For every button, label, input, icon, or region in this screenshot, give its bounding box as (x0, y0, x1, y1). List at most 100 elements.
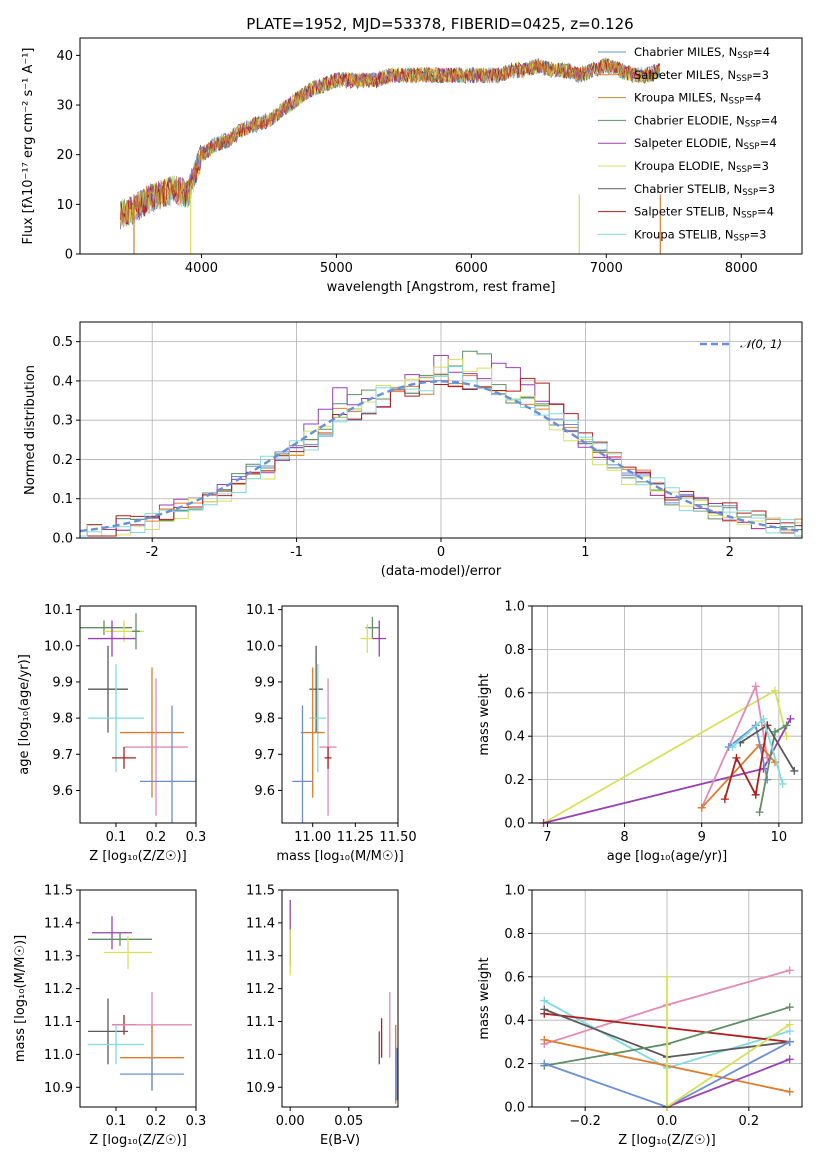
y-tick-label: 0.0 (504, 1101, 525, 1116)
x-tick-label: 9 (698, 830, 706, 845)
y-tick-label: 11.5 (44, 884, 73, 899)
weight-marker (771, 686, 779, 695)
y-axis-label: Normed distribution (23, 365, 38, 495)
error-bar-point (132, 613, 140, 650)
figure-title: PLATE=1952, MJD=53378, FIBERID=0425, z=0… (246, 15, 633, 33)
axes-frame (281, 889, 399, 1108)
error-bar-point (309, 663, 327, 773)
weight-marker (728, 743, 737, 752)
error-bar-point (309, 645, 323, 733)
weight-marker (759, 714, 768, 723)
weight-marker (763, 775, 772, 784)
error-bar-point (124, 678, 188, 816)
spectrum-line (120, 58, 661, 225)
panel-age-vs-z: 0.1 0.2 0.3 9.6 9.7 9.8 9.9 10.0 10.1 Z [log₁₀(Z/… (17, 603, 206, 864)
weight-marker (778, 779, 787, 788)
y-tick-label: 9.8 (52, 712, 73, 727)
error-bar-point (120, 667, 184, 798)
error-bar-point (140, 705, 196, 823)
y-tick-label: 9.7 (52, 748, 73, 763)
error-bar-point (88, 1024, 144, 1065)
x-tick-label: 8 (620, 830, 628, 845)
spectrum-line (120, 56, 661, 225)
x-tick-label: 11.25 (337, 830, 374, 845)
x-axis-label: Z [log₁₀(Z/Z☉)] (618, 1133, 715, 1148)
y-tick-label: 11.1 (44, 1015, 73, 1030)
x-tick-label: 0.00 (276, 1114, 305, 1129)
x-tick-label: 0.1 (106, 1114, 127, 1129)
histogram-series (80, 373, 802, 537)
y-tick-label: 10.0 (246, 639, 275, 654)
axes-frame (79, 889, 197, 1108)
error-bar-point (92, 916, 132, 950)
x-tick-label: 1 (581, 545, 589, 560)
legend-entry: Salpeter STELIB, NSSP=4 (634, 205, 774, 221)
weight-marker (785, 1003, 794, 1012)
x-tick-label: 0.0 (657, 1114, 678, 1129)
error-bar-point (88, 663, 144, 773)
weight-marker (697, 803, 706, 812)
y-tick-label: 10 (56, 198, 73, 213)
weight-marker (751, 682, 760, 691)
y-axis-label: Flux [fλ10⁻¹⁷ erg cm⁻² s⁻¹ A⁻¹] (21, 48, 36, 245)
weight-marker (540, 1059, 549, 1068)
y-tick-label: 0.4 (504, 730, 525, 745)
y-tick-label: 11.0 (44, 1048, 73, 1063)
axes-frame (79, 321, 803, 539)
y-tick-label: 0.0 (52, 532, 73, 547)
y-tick-label: 0.1 (52, 492, 73, 507)
x-tick-label: 0.2 (146, 830, 167, 845)
x-axis-label: (data-model)/error (381, 564, 502, 579)
y-tick-label: 9.6 (254, 784, 275, 799)
y-tick-label: 0 (65, 248, 73, 263)
y-tick-label: 30 (56, 99, 73, 114)
histogram-series (80, 366, 802, 537)
error-bar-point (120, 1057, 184, 1091)
panel-spectrum: 4000 5000 6000 7000 8000 0 10 20 30 40 wavelength … (21, 37, 803, 295)
y-tick-label: 9.8 (254, 712, 275, 727)
y-tick-label: 20 (56, 148, 73, 163)
y-tick-label: 0.4 (52, 374, 73, 389)
y-tick-label: 0.3 (52, 414, 73, 429)
y-tick-label: 0.0 (504, 817, 525, 832)
panel-age-vs-mass: 11.00 11.25 11.50 9.6 9.7 9.8 9.9 10.0 10.1 mass … (246, 603, 417, 864)
x-axis-label: E(B-V) (320, 1133, 360, 1148)
legend-entry: Salpeter ELODIE, NSSP=4 (634, 136, 777, 152)
x-tick-label: −0.2 (569, 1114, 601, 1129)
y-tick-label: 0.2 (52, 453, 73, 468)
weight-marker (785, 1037, 794, 1046)
weight-marker (785, 966, 794, 975)
y-axis-label: age [log₁₀(age/yr)] (17, 654, 32, 775)
weight-marker (663, 972, 671, 981)
y-tick-label: 11.2 (44, 982, 73, 997)
x-tick-label: -2 (146, 545, 159, 560)
axes-frame (281, 605, 399, 824)
error-bar-point (300, 667, 325, 798)
y-tick-label: 0.6 (504, 970, 525, 985)
weight-marker (782, 732, 791, 741)
y-tick-label: 0.5 (52, 335, 73, 350)
y-tick-label: 11.4 (246, 916, 275, 931)
y-tick-label: 0.2 (504, 773, 525, 788)
y-tick-label: 0.8 (504, 643, 525, 658)
y-tick-label: 10.1 (44, 603, 73, 618)
x-tick-label: 0 (437, 545, 445, 560)
legend-entry: Chabrier MILES, NSSP=4 (634, 45, 770, 61)
error-bar-point (88, 932, 152, 946)
weight-marker (786, 714, 795, 723)
legend-entry: Kroupa STELIB, NSSP=3 (634, 227, 766, 243)
weight-marker (540, 996, 549, 1005)
x-axis-label: age [log₁₀(age/yr)] (607, 849, 728, 864)
y-tick-label: 11.4 (44, 916, 73, 931)
weight-series-line (723, 725, 769, 800)
weight-marker (771, 727, 779, 736)
x-tick-label: 6000 (455, 261, 488, 276)
x-axis-label: Z [log₁₀(Z/Z☉)] (89, 1133, 186, 1148)
weight-series-line (543, 1041, 791, 1107)
x-tick-label: 4000 (185, 261, 218, 276)
x-axis-label: wavelength [Angstrom, rest frame] (327, 280, 556, 295)
x-tick-label: 0.2 (146, 1114, 167, 1129)
x-tick-label: 11.50 (379, 830, 416, 845)
legend-entry: Chabrier ELODIE, NSSP=4 (634, 113, 778, 129)
